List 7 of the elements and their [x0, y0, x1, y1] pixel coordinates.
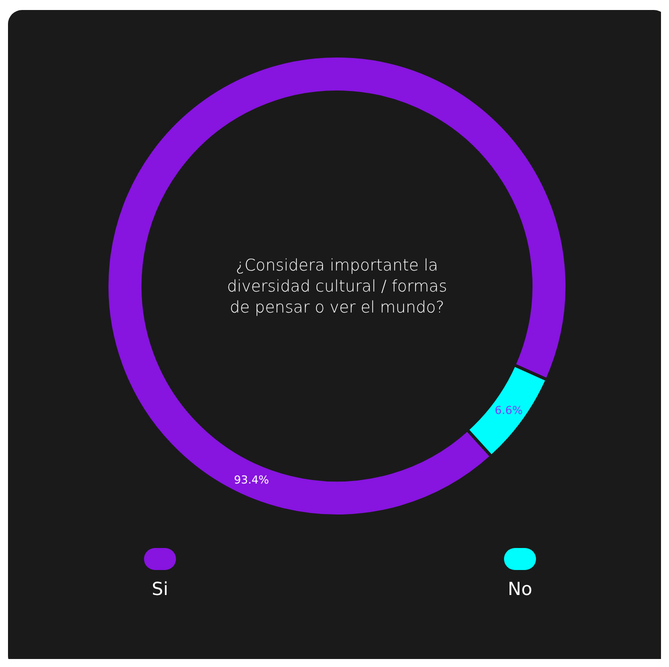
legend-label: No	[508, 579, 532, 600]
data-label: 93.4%	[234, 473, 269, 486]
donut-slice	[466, 364, 549, 458]
legend-label: Si	[152, 579, 168, 600]
donut-slice	[106, 54, 568, 518]
text: ¿Considera importante la diversidad cultural / formas de pensar o ver el mundo?	[226, 256, 448, 316]
data-label: 6.6%	[494, 404, 523, 417]
